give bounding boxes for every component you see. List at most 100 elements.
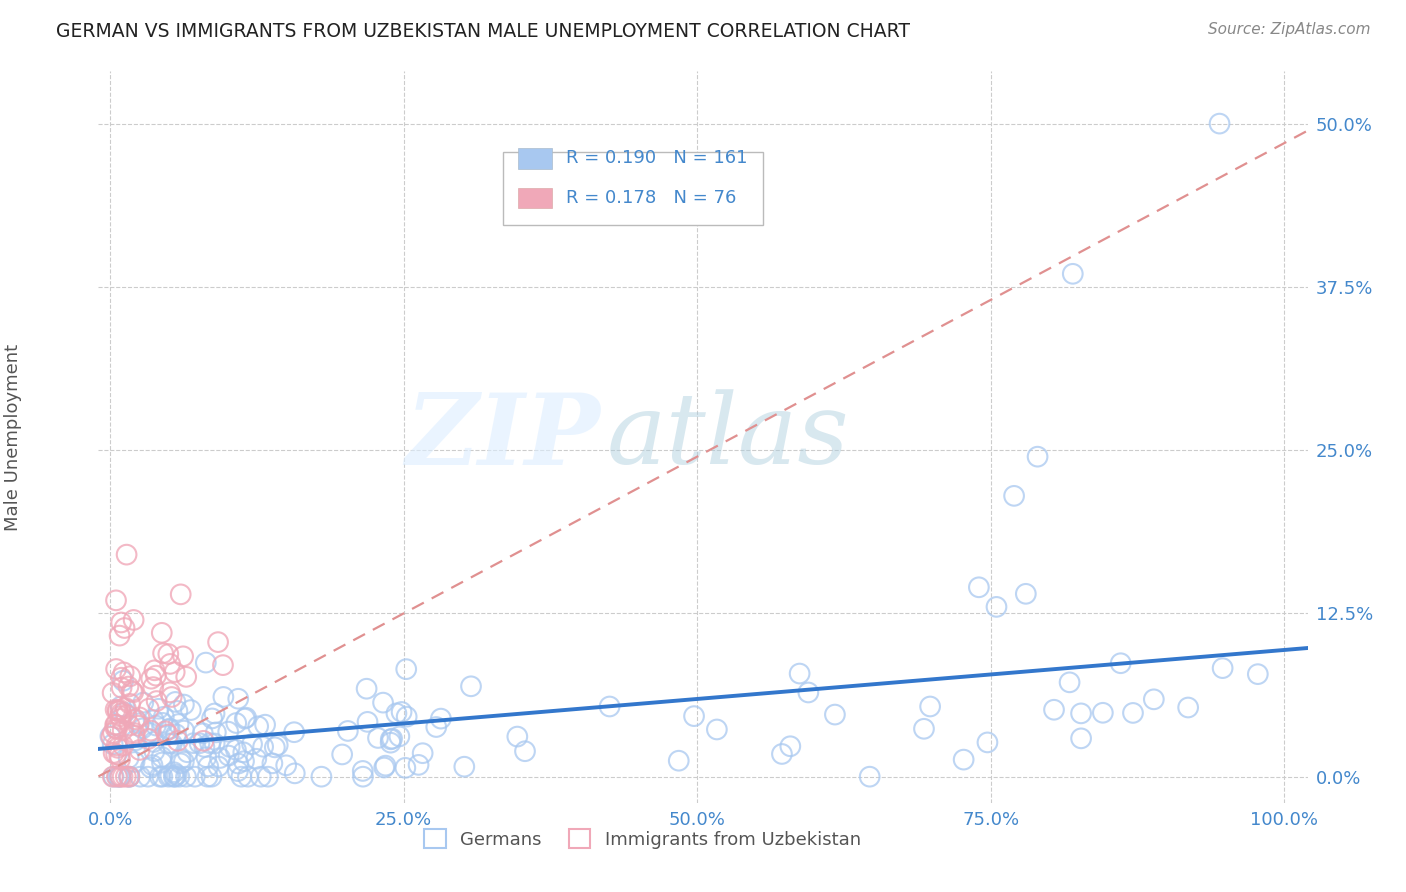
Point (107, 770, 129, 784)
Point (108, 752, 131, 766)
Point (1177, 700, 1199, 714)
Point (159, 722, 181, 736)
Point (430, 712, 453, 726)
Point (380, 736, 402, 750)
Point (127, 719, 149, 733)
Point (110, 706, 132, 721)
Point (118, 697, 141, 711)
Point (157, 723, 180, 737)
Point (252, 739, 274, 754)
Point (157, 770, 180, 784)
Point (460, 679, 482, 693)
Point (262, 756, 284, 771)
Point (143, 663, 166, 677)
Point (330, 747, 353, 762)
Point (1026, 450, 1049, 464)
Point (105, 747, 128, 761)
Point (233, 754, 256, 768)
Point (124, 726, 146, 740)
Point (706, 723, 728, 737)
Point (110, 770, 132, 784)
Point (128, 743, 150, 757)
Point (1247, 667, 1270, 681)
Point (173, 723, 195, 738)
Point (101, 737, 124, 751)
Point (105, 739, 128, 753)
Point (115, 548, 138, 562)
Point (107, 740, 129, 755)
Point (225, 716, 247, 731)
Point (128, 716, 150, 731)
Point (257, 770, 280, 784)
Point (112, 673, 135, 688)
Point (599, 699, 621, 714)
Point (1070, 731, 1092, 746)
Point (122, 685, 145, 699)
Point (163, 665, 186, 679)
Point (197, 759, 219, 773)
Point (118, 718, 141, 732)
Point (108, 770, 131, 784)
Point (184, 770, 207, 784)
Point (367, 731, 389, 745)
Point (150, 625, 173, 640)
Point (247, 719, 270, 733)
Point (453, 760, 475, 774)
Point (124, 733, 146, 747)
Point (100, 730, 122, 744)
Point (110, 769, 132, 783)
Point (408, 757, 430, 772)
Point (166, 704, 188, 718)
Point (115, 707, 138, 722)
Point (254, 717, 277, 731)
Point (170, 752, 193, 766)
Y-axis label: Male Unemployment: Male Unemployment (4, 343, 22, 531)
Point (204, 737, 226, 751)
Point (124, 755, 146, 769)
Point (111, 681, 134, 695)
Point (1091, 706, 1114, 720)
Point (160, 737, 183, 751)
Point (976, 735, 998, 749)
Point (131, 722, 153, 736)
Point (103, 770, 125, 784)
Point (163, 765, 186, 780)
Point (165, 695, 187, 709)
Point (912, 722, 935, 736)
Point (145, 694, 167, 708)
Point (128, 710, 150, 724)
Point (104, 717, 127, 731)
Point (225, 743, 247, 757)
Point (952, 753, 974, 767)
Point (193, 734, 215, 748)
Point (1212, 661, 1234, 675)
Point (157, 736, 180, 750)
Point (394, 761, 416, 775)
Point (226, 756, 249, 771)
Point (117, 680, 139, 694)
Point (352, 764, 374, 778)
Point (371, 696, 394, 710)
Point (110, 703, 132, 717)
Point (118, 770, 141, 784)
Point (513, 744, 536, 758)
Point (160, 690, 183, 704)
Point (118, 770, 141, 784)
Point (142, 735, 165, 749)
Point (173, 698, 195, 712)
Point (395, 662, 418, 676)
Point (797, 685, 820, 699)
Point (770, 747, 793, 761)
Point (150, 770, 173, 784)
Point (311, 770, 333, 784)
Point (107, 704, 129, 718)
Point (107, 703, 129, 717)
Point (141, 758, 163, 772)
Point (1059, 675, 1081, 690)
Point (1043, 703, 1066, 717)
Point (193, 739, 215, 754)
Point (117, 751, 139, 765)
Point (204, 706, 226, 721)
Point (149, 770, 172, 784)
Point (159, 769, 181, 783)
